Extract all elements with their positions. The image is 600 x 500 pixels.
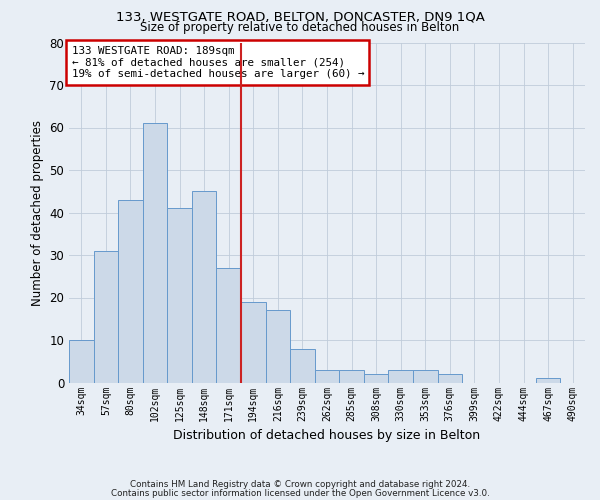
Bar (94, 251, 118, 382)
Bar (437, 374, 462, 382)
Bar (192, 191, 217, 382)
Bar (413, 370, 437, 382)
Bar (69, 340, 94, 382)
Bar (241, 302, 266, 382)
Bar (536, 378, 560, 382)
Bar (364, 374, 388, 382)
Bar (315, 370, 339, 382)
Text: 133 WESTGATE ROAD: 189sqm
← 81% of detached houses are smaller (254)
19% of semi: 133 WESTGATE ROAD: 189sqm ← 81% of detac… (71, 46, 364, 79)
Text: Contains HM Land Registry data © Crown copyright and database right 2024.: Contains HM Land Registry data © Crown c… (130, 480, 470, 489)
Bar (143, 123, 167, 382)
Bar (388, 370, 413, 382)
Bar (217, 268, 241, 382)
Text: Contains public sector information licensed under the Open Government Licence v3: Contains public sector information licen… (110, 489, 490, 498)
X-axis label: Distribution of detached houses by size in Belton: Distribution of detached houses by size … (173, 429, 481, 442)
Text: Size of property relative to detached houses in Belton: Size of property relative to detached ho… (140, 22, 460, 35)
Bar (118, 200, 143, 382)
Y-axis label: Number of detached properties: Number of detached properties (31, 120, 44, 306)
Bar (290, 348, 315, 382)
Bar (167, 208, 192, 382)
Text: 133, WESTGATE ROAD, BELTON, DONCASTER, DN9 1QA: 133, WESTGATE ROAD, BELTON, DONCASTER, D… (116, 11, 484, 24)
Bar (266, 310, 290, 382)
Bar (339, 370, 364, 382)
